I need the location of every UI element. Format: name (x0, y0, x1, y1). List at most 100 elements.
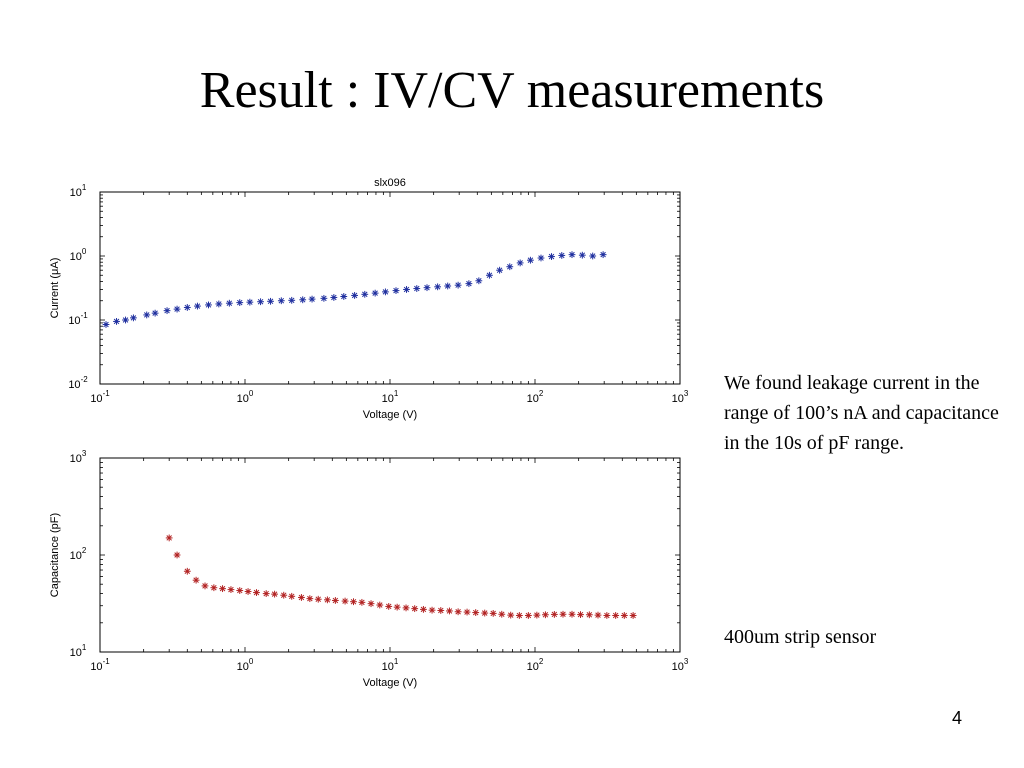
data-point (578, 251, 586, 259)
plot-area (99, 191, 681, 385)
data-point (122, 316, 129, 324)
data-point (227, 586, 235, 593)
plot-area (99, 457, 681, 653)
data-point (437, 607, 445, 614)
x-tick-label: 102 (527, 389, 544, 405)
data-point (130, 314, 137, 322)
data-point (428, 606, 436, 614)
data-point (225, 299, 233, 307)
data-point (594, 611, 602, 619)
data-point (413, 285, 421, 292)
data-point (548, 253, 555, 260)
data-point (486, 271, 493, 279)
x-tick-label: 103 (672, 657, 689, 673)
x-axis-label: Voltage (V) (363, 677, 417, 689)
data-point (599, 251, 607, 259)
data-point (516, 259, 524, 267)
data-point (340, 293, 348, 300)
data-point (173, 305, 181, 313)
data-point (585, 611, 593, 619)
x-tick-label: 100 (237, 657, 254, 673)
data-point (236, 299, 244, 307)
x-tick-label: 10-1 (90, 389, 110, 405)
data-point (236, 587, 244, 594)
data-point (550, 611, 558, 618)
data-point (537, 254, 545, 262)
data-point (620, 612, 628, 619)
data-point (472, 609, 480, 616)
x-tick-label: 103 (672, 389, 689, 405)
data-point (358, 598, 366, 606)
data-point (568, 251, 576, 259)
data-point (411, 605, 419, 613)
data-point (262, 590, 270, 598)
data-point (271, 590, 279, 598)
data-point (102, 321, 110, 328)
data-point (559, 610, 567, 618)
data-point (371, 289, 379, 297)
x-tick-label: 102 (527, 657, 544, 673)
chart-title: slx096 (374, 177, 406, 189)
cv-chart: 10-1 100 101 102 103 101 102 103 Voltage (V) Capa… (49, 449, 689, 689)
data-point (306, 595, 314, 603)
data-point (277, 297, 285, 305)
data-point (454, 608, 462, 616)
data-point (507, 611, 515, 619)
data-point (444, 282, 452, 290)
data-point (489, 609, 497, 617)
data-point (253, 589, 260, 596)
y-tick-label: 103 (70, 449, 87, 465)
data-point (215, 300, 223, 308)
data-point (367, 600, 375, 608)
data-point (589, 252, 597, 260)
x-tick-label: 101 (382, 389, 399, 405)
slide-title: Result : IV/CV measurements (199, 62, 825, 119)
data-point (446, 607, 453, 615)
data-point (629, 612, 637, 619)
data-point (496, 266, 504, 274)
data-point (392, 287, 400, 295)
y-tick-label: 102 (70, 546, 87, 562)
data-point (143, 311, 151, 319)
data-point (308, 295, 316, 303)
data-point (183, 304, 191, 311)
x-axis-label: Voltage (V) (363, 409, 417, 421)
data-point (361, 290, 369, 298)
data-point (194, 302, 201, 310)
y-axis-label: Current (μA) (49, 258, 61, 319)
data-point (280, 591, 288, 599)
data-point (382, 288, 389, 296)
data-point (568, 610, 576, 618)
data-point (205, 301, 212, 309)
data-point (423, 284, 431, 292)
data-point (201, 582, 209, 590)
data-point (288, 296, 296, 304)
data-point (558, 252, 566, 259)
data-point (299, 296, 307, 304)
data-point (385, 603, 393, 610)
data-point (351, 292, 359, 299)
data-point (267, 297, 274, 305)
y-tick-label: 100 (70, 247, 87, 263)
data-point (350, 598, 357, 606)
y-tick-label: 10-1 (68, 311, 88, 327)
x-tick-label: 10-1 (90, 657, 110, 673)
data-point (219, 585, 226, 593)
findings-note: We found leakage current in the range of… (724, 372, 999, 454)
data-point (323, 596, 331, 604)
data-point (163, 307, 171, 315)
sensor-label: 400um strip sensor (724, 626, 877, 648)
data-point (533, 611, 541, 619)
data-point (393, 603, 401, 611)
y-axis-label: Capacitance (pF) (49, 513, 61, 597)
data-point (314, 595, 322, 603)
page-number: 4 (952, 708, 963, 728)
data-point (376, 601, 384, 609)
data-point (320, 294, 328, 302)
data-point (515, 612, 523, 619)
data-point (165, 534, 173, 542)
data-point (246, 298, 254, 306)
data-point (420, 605, 427, 613)
data-point (603, 612, 611, 619)
